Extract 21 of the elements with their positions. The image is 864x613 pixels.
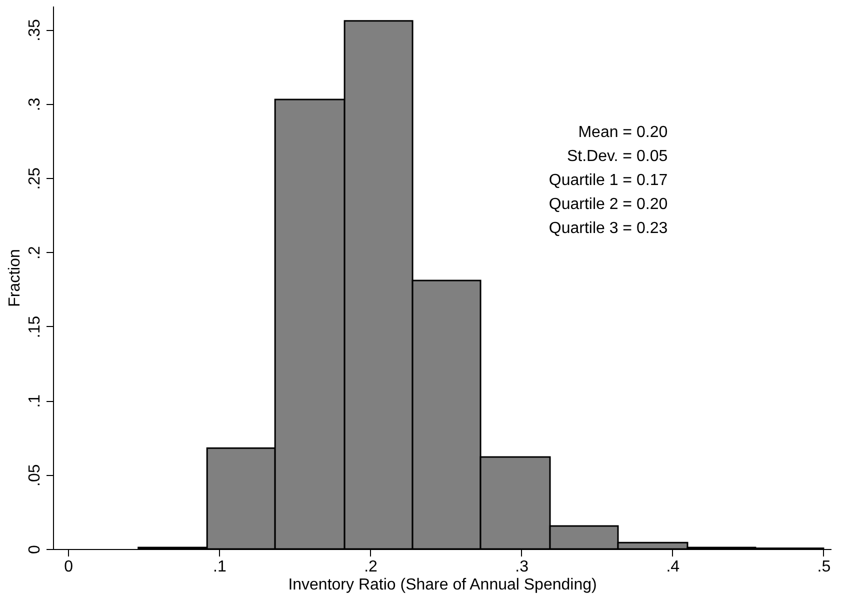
- annotation: Quartile 1 = 0.17: [548, 172, 668, 189]
- x-tick-label: 0: [64, 558, 74, 576]
- y-tick-label: .3: [26, 98, 44, 112]
- y-axis-title: Fraction: [6, 249, 24, 307]
- x-tick-label: .5: [817, 558, 831, 576]
- y-tick-label: 0: [26, 544, 44, 554]
- annotation: St.Dev. = 0.05: [566, 148, 668, 165]
- y-tick-label: .35: [26, 19, 44, 42]
- x-tick-label: .1: [213, 558, 226, 576]
- annotation: Mean = 0.20: [578, 124, 668, 141]
- y-tick-label: .15: [26, 316, 44, 338]
- x-tick-label: .4: [666, 558, 680, 576]
- y-tick-label: .2: [26, 246, 44, 260]
- annotation: Quartile 2 = 0.20: [548, 196, 668, 213]
- annotation: Quartile 3 = 0.23: [548, 220, 668, 237]
- y-tick-label: .1: [26, 394, 44, 408]
- y-tick-label: .25: [26, 167, 44, 190]
- x-tick-label: .3: [515, 558, 529, 576]
- y-tick-label: .05: [26, 464, 44, 486]
- x-tick-label: .2: [364, 558, 378, 576]
- x-axis-title: Inventory Ratio (Share of Annual Spending): [288, 576, 597, 594]
